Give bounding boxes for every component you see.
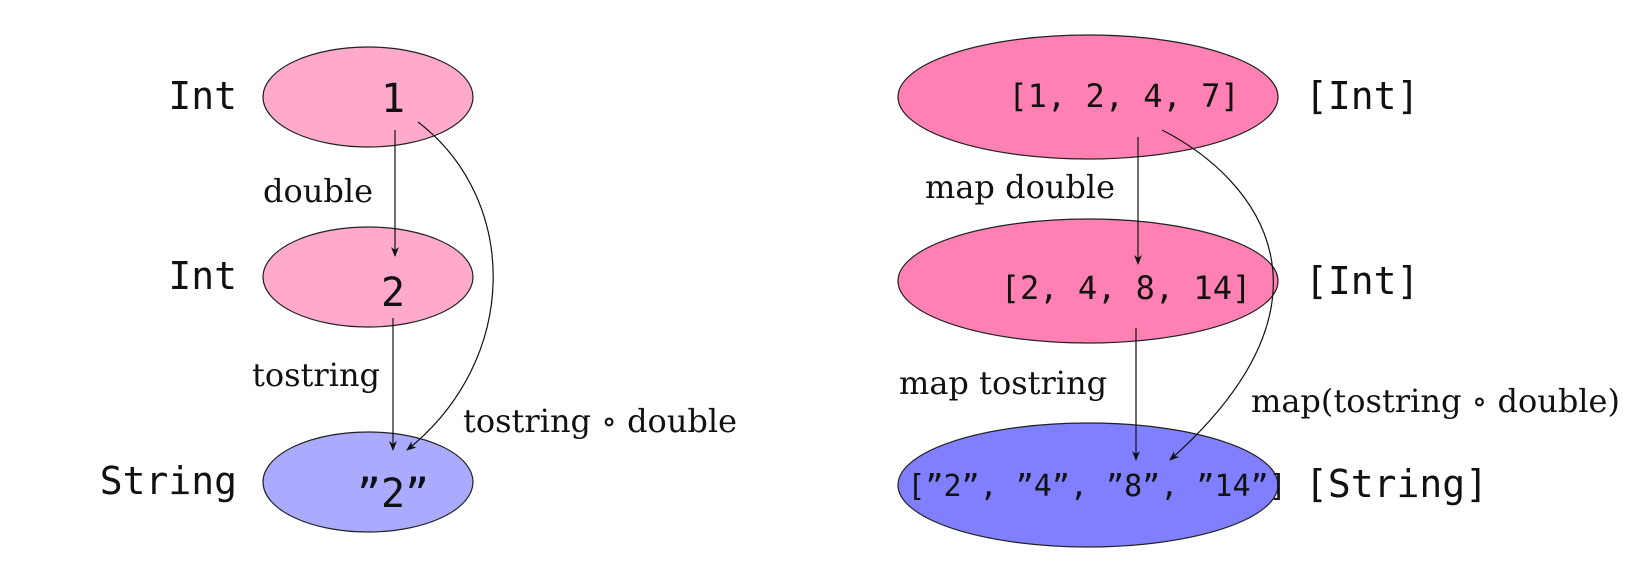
- arrow-map-composed: [1161, 129, 1274, 461]
- arrow-label-double: double: [263, 172, 373, 210]
- value-two: 2: [381, 270, 405, 316]
- value-one: 1: [381, 76, 405, 122]
- arrow-label-composed: tostring ∘ double: [463, 402, 737, 440]
- value-list-2: [2, 4, 8, 14]: [1001, 269, 1251, 307]
- value-list-3: [”2”, ”4”, ”8”, ”14”]: [907, 469, 1286, 504]
- node-int-1: [262, 46, 474, 148]
- left-diagram: Int Int String 1 2 ”2” double tostring t…: [100, 46, 737, 533]
- node-int-2: [262, 226, 474, 328]
- type-label-int-1: Int: [168, 74, 237, 118]
- right-diagram: [Int] [Int] [String] [1, 2, 4, 7] [2, 4,…: [897, 34, 1620, 548]
- node-list-3: [897, 422, 1279, 548]
- node-string-2: [262, 431, 474, 533]
- arrow-label-tostring: tostring: [252, 356, 380, 394]
- type-label-string: String: [100, 459, 237, 503]
- node-list-1: [897, 34, 1279, 160]
- arrow-label-map-composed: map(tostring ∘ double): [1251, 382, 1620, 420]
- type-label-list-string: [String]: [1305, 462, 1488, 506]
- value-list-1: [1, 2, 4, 7]: [1008, 77, 1239, 115]
- value-string-two: ”2”: [357, 471, 429, 517]
- arrow-label-map-tostring: map tostring: [899, 364, 1107, 402]
- arrow-label-map-double: map double: [925, 168, 1115, 206]
- arrow-composed: [406, 121, 494, 451]
- node-list-2: [897, 218, 1279, 344]
- type-label-list-int-1: [Int]: [1305, 74, 1419, 118]
- type-label-int-2: Int: [168, 254, 237, 298]
- type-label-list-int-2: [Int]: [1305, 259, 1419, 303]
